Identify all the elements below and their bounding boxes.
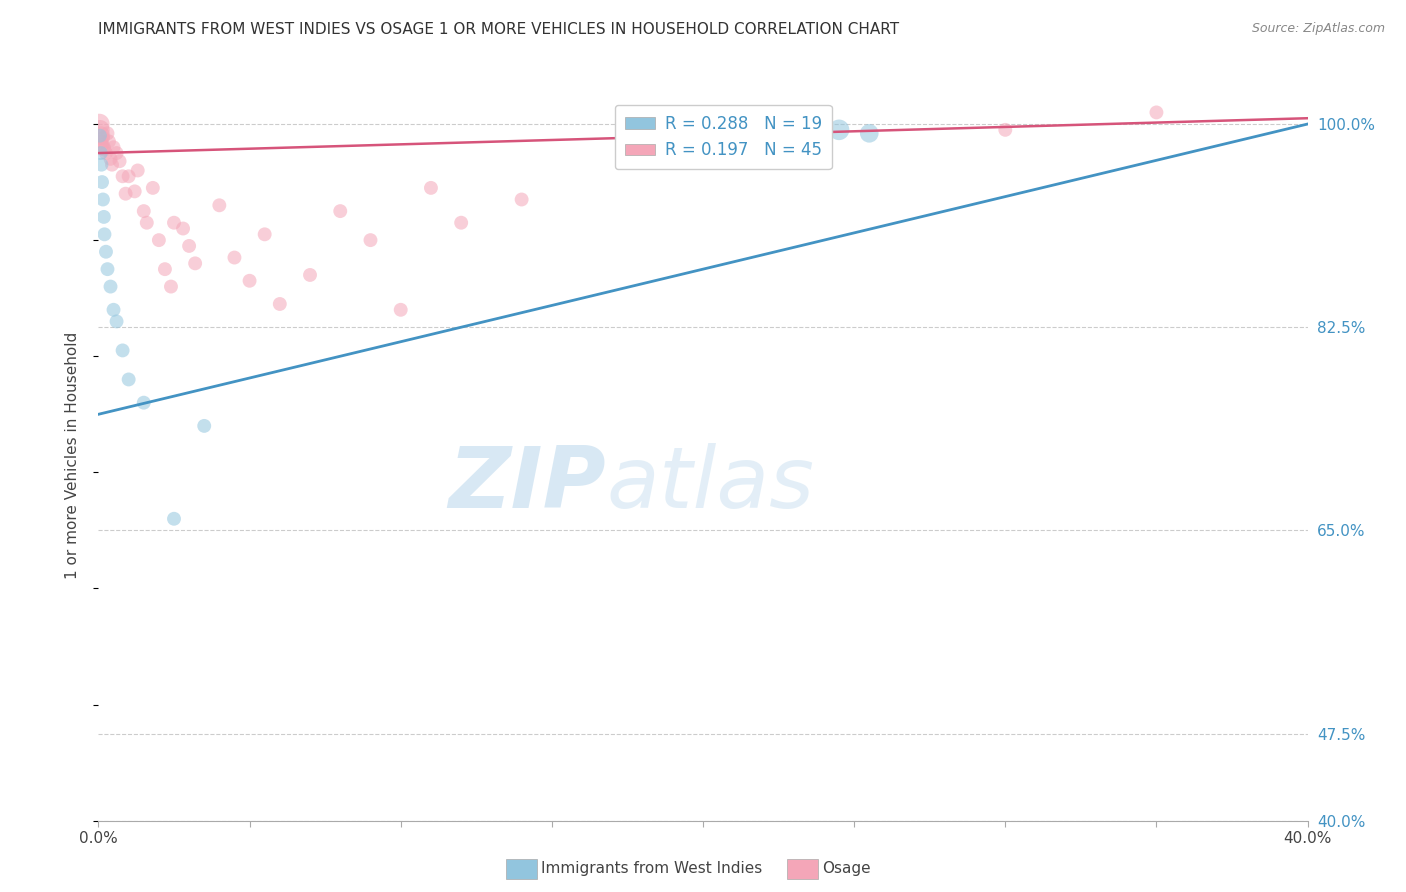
Point: [93, 143, 115, 157]
Point: [90, 146, 112, 161]
Point: [91, 137, 114, 152]
Point: [239, 274, 262, 288]
Point: [148, 233, 170, 247]
Text: ZIP: ZIP: [449, 442, 606, 525]
Point: [100, 279, 122, 293]
Point: [420, 181, 443, 195]
Point: [96, 262, 118, 277]
Point: [193, 418, 215, 433]
Point: [118, 169, 141, 184]
Point: [93, 140, 115, 154]
Legend: R = 0.288   N = 19, R = 0.197   N = 45: R = 0.288 N = 19, R = 0.197 N = 45: [614, 105, 832, 169]
Point: [160, 279, 183, 293]
Point: [111, 343, 134, 358]
Point: [153, 262, 176, 277]
Point: [389, 302, 412, 317]
Point: [105, 146, 128, 161]
Point: [90, 158, 112, 172]
Point: [114, 186, 136, 201]
Point: [127, 163, 149, 178]
Point: [172, 221, 194, 235]
Point: [96, 126, 118, 140]
Y-axis label: 1 or more Vehicles in Household: 1 or more Vehicles in Household: [65, 331, 80, 579]
Point: [858, 126, 880, 140]
Point: [184, 256, 207, 270]
Point: [269, 297, 291, 311]
Point: [253, 227, 276, 242]
Point: [103, 302, 125, 317]
Point: [179, 239, 201, 253]
Point: [132, 204, 155, 219]
Point: [118, 372, 141, 386]
Point: [101, 158, 124, 172]
Point: [828, 123, 851, 137]
Point: [360, 233, 382, 247]
Text: IMMIGRANTS FROM WEST INDIES VS OSAGE 1 OR MORE VEHICLES IN HOUSEHOLD CORRELATION: IMMIGRANTS FROM WEST INDIES VS OSAGE 1 O…: [98, 22, 900, 37]
Point: [142, 181, 165, 195]
Point: [94, 146, 117, 161]
Point: [90, 135, 112, 149]
Point: [103, 140, 125, 154]
Point: [91, 193, 114, 207]
Point: [90, 128, 112, 143]
Point: [132, 395, 155, 409]
Point: [208, 198, 231, 212]
Text: Osage: Osage: [823, 862, 872, 876]
Point: [450, 216, 472, 230]
Point: [163, 216, 186, 230]
Point: [91, 175, 114, 189]
Point: [89, 128, 111, 143]
Point: [163, 512, 186, 526]
Point: [91, 131, 114, 145]
Point: [994, 123, 1017, 137]
Point: [100, 152, 122, 166]
Point: [108, 154, 131, 169]
Text: Source: ZipAtlas.com: Source: ZipAtlas.com: [1251, 22, 1385, 36]
Text: atlas: atlas: [606, 442, 814, 525]
Point: [93, 210, 115, 224]
Point: [124, 185, 146, 199]
Text: Immigrants from West Indies: Immigrants from West Indies: [541, 862, 762, 876]
Point: [224, 251, 246, 265]
Point: [111, 169, 134, 184]
Point: [329, 204, 352, 219]
Point: [94, 244, 117, 259]
Point: [105, 314, 128, 328]
Point: [135, 216, 157, 230]
Point: [89, 123, 111, 137]
Point: [89, 117, 111, 131]
Point: [98, 135, 121, 149]
Point: [299, 268, 322, 282]
Point: [1146, 105, 1168, 120]
Point: [510, 193, 533, 207]
Point: [93, 227, 115, 242]
